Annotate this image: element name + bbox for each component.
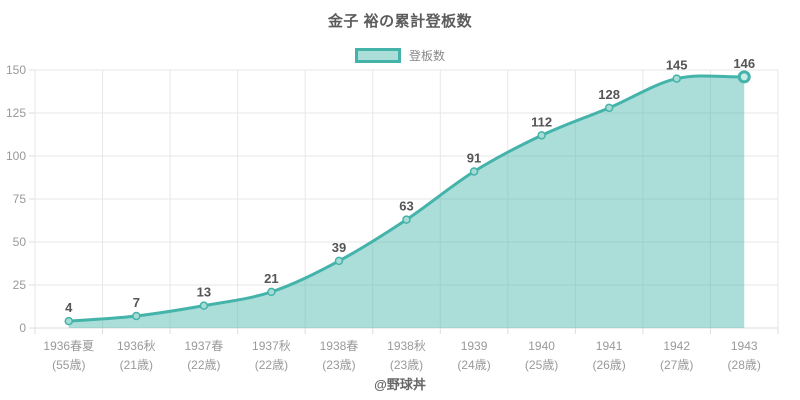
x-axis-tick-sublabel: (23歳)	[322, 358, 355, 372]
y-axis-tick-label: 125	[6, 106, 26, 120]
data-point-label: 4	[65, 300, 73, 315]
legend-label: 登板数	[408, 49, 445, 63]
data-point-label: 63	[399, 199, 413, 214]
x-axis-tick-label: 1937秋	[252, 339, 291, 353]
data-point-label: 7	[133, 295, 140, 310]
legend-swatch	[354, 48, 401, 63]
x-axis-tick-sublabel: (23歳)	[390, 358, 423, 372]
y-axis-tick-label: 75	[13, 192, 27, 206]
data-point-marker[interactable]	[199, 301, 209, 310]
x-axis-tick-sublabel: (22歳)	[255, 358, 288, 372]
data-point-marker[interactable]	[267, 287, 276, 297]
data-point-marker[interactable]	[469, 167, 479, 176]
y-axis-tick-label: 150	[6, 63, 26, 77]
y-axis-tick-label: 0	[19, 321, 26, 335]
x-axis-tick-label: 1941	[596, 339, 623, 353]
data-point-marker[interactable]	[672, 74, 681, 83]
data-point-marker[interactable]	[334, 256, 344, 266]
x-axis-tick-label: 1942	[663, 339, 690, 353]
data-point-label: 91	[467, 150, 481, 165]
data-point-label: 112	[531, 114, 552, 129]
data-point-label: 128	[598, 87, 620, 102]
x-axis-tick-label: 1937春	[185, 339, 224, 353]
x-axis-tick-sublabel: (27歳)	[660, 358, 693, 372]
chart-title: 金子 裕の累計登板数	[327, 13, 473, 30]
x-axis-tick-label: 1936春夏	[43, 339, 94, 353]
data-point-label: 146	[733, 56, 755, 71]
y-axis-tick-label: 25	[13, 278, 27, 292]
x-axis-tick-sublabel: (28歳)	[728, 358, 761, 372]
data-point-marker[interactable]	[537, 131, 546, 140]
x-axis-tick-label: 1936秋	[117, 339, 156, 353]
data-point-label: 39	[332, 240, 346, 255]
data-point-marker[interactable]	[402, 215, 411, 224]
x-axis-tick-sublabel: (21歳)	[120, 358, 153, 372]
x-axis-tick-sublabel: (25歳)	[525, 358, 558, 372]
data-point-marker[interactable]	[64, 316, 74, 326]
data-point-marker[interactable]	[132, 311, 141, 321]
x-axis-tick-label: 1938春	[320, 339, 359, 353]
x-axis-tick-sublabel: (22歳)	[187, 358, 220, 372]
y-axis-tick-label: 100	[6, 149, 26, 163]
data-point-label: 21	[264, 271, 278, 286]
data-point-marker[interactable]	[604, 103, 614, 113]
data-point-marker[interactable]	[737, 70, 751, 84]
x-axis-tick-label: 1943	[731, 339, 758, 353]
x-axis-tick-label: 1938秋	[387, 339, 426, 353]
watermark: @野球丼	[374, 377, 426, 392]
area-fill	[68, 75, 745, 328]
x-axis-tick-sublabel: (24歳)	[457, 358, 490, 372]
y-axis-tick-label: 50	[13, 235, 27, 249]
data-point-label: 13	[197, 285, 211, 300]
data-point-label: 145	[666, 58, 688, 73]
legend[interactable]: 登板数	[0, 47, 800, 64]
x-axis-tick-label: 1939	[461, 339, 488, 353]
x-axis-tick-sublabel: (26歳)	[592, 358, 625, 372]
x-axis-tick-sublabel: (55歳)	[52, 358, 85, 372]
x-axis-tick-label: 1940	[528, 339, 555, 353]
